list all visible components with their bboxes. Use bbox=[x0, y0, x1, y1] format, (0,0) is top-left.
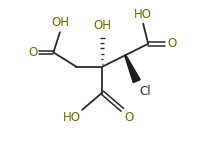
Text: OH: OH bbox=[93, 19, 111, 32]
Text: O: O bbox=[167, 37, 176, 50]
Text: Cl: Cl bbox=[140, 85, 151, 98]
Text: O: O bbox=[28, 46, 38, 59]
Text: HO: HO bbox=[63, 111, 81, 124]
Text: HO: HO bbox=[134, 8, 152, 21]
Polygon shape bbox=[125, 55, 140, 83]
Text: OH: OH bbox=[51, 16, 69, 29]
Text: O: O bbox=[124, 111, 134, 124]
